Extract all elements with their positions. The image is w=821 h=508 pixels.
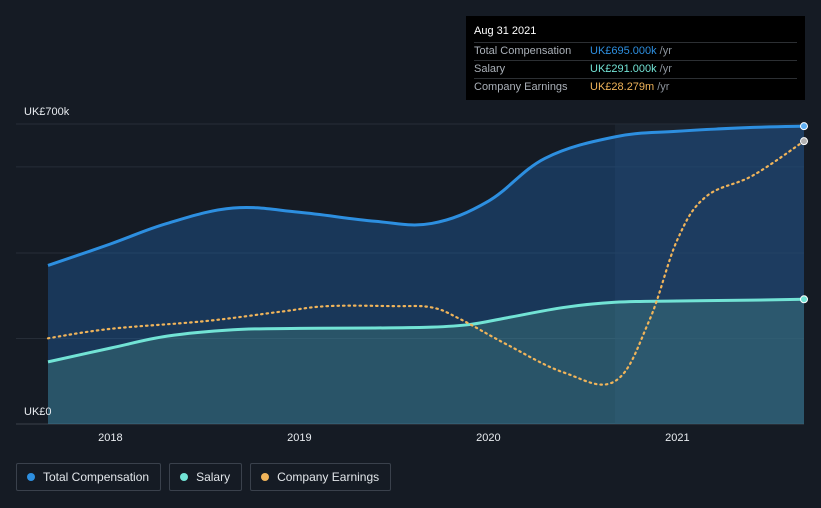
salary-line — [47, 297, 805, 364]
company-earnings-line — [46, 140, 806, 386]
tooltip-label: Company Earnings — [474, 81, 568, 93]
legend-label: Total Compensation — [43, 470, 150, 484]
x-tick-label: 2020 — [476, 432, 500, 444]
tooltip-value: UK£695.000k — [590, 45, 657, 57]
tooltip: Aug 31 2021 Total Compensation UK£695.00… — [466, 16, 805, 100]
y-tick-label-min: UK£0 — [24, 406, 52, 418]
x-tick-label: 2019 — [287, 432, 311, 444]
company-earnings-end-marker — [800, 137, 808, 146]
tooltip-unit: /yr — [657, 81, 670, 93]
legend: Total Compensation Salary Company Earnin… — [16, 463, 392, 491]
legend-dot-icon — [27, 473, 35, 481]
x-tick-label: 2021 — [665, 432, 689, 444]
tooltip-label: Salary — [474, 63, 506, 75]
end-markers — [800, 122, 808, 304]
tooltip-row-earnings: Company Earnings UK£28.279m /yr — [474, 79, 797, 96]
legend-company-earnings[interactable]: Company Earnings — [250, 463, 392, 491]
tooltip-date: Aug 31 2021 — [474, 24, 797, 43]
legend-label: Salary — [196, 470, 231, 484]
legend-total-compensation[interactable]: Total Compensation — [16, 463, 162, 491]
legend-dot-icon — [261, 473, 270, 481]
tooltip-unit: /yr — [659, 63, 672, 75]
tooltip-value: UK£28.279m — [590, 81, 655, 93]
legend-dot-icon — [180, 473, 189, 481]
legend-salary[interactable]: Salary — [169, 463, 243, 491]
legend-label: Company Earnings — [277, 470, 380, 484]
total-compensation-end-marker — [800, 122, 808, 131]
past-year-highlight — [615, 124, 804, 424]
salary-end-marker — [800, 295, 808, 304]
tooltip-unit: /yr — [659, 45, 672, 57]
tooltip-row-total: Total Compensation UK£695.000k /yr — [474, 43, 797, 61]
y-tick-label-max: UK£700k — [24, 106, 70, 118]
tooltip-value: UK£291.000k — [590, 63, 657, 75]
tooltip-row-salary: Salary UK£291.000k /yr — [474, 61, 797, 79]
x-axis-ticks: 2018 2019 2020 2021 — [98, 432, 689, 444]
total-compensation-area — [48, 126, 804, 425]
x-tick-label: 2018 — [98, 432, 122, 444]
total-compensation-line — [47, 124, 805, 267]
tooltip-label: Total Compensation — [474, 45, 572, 57]
